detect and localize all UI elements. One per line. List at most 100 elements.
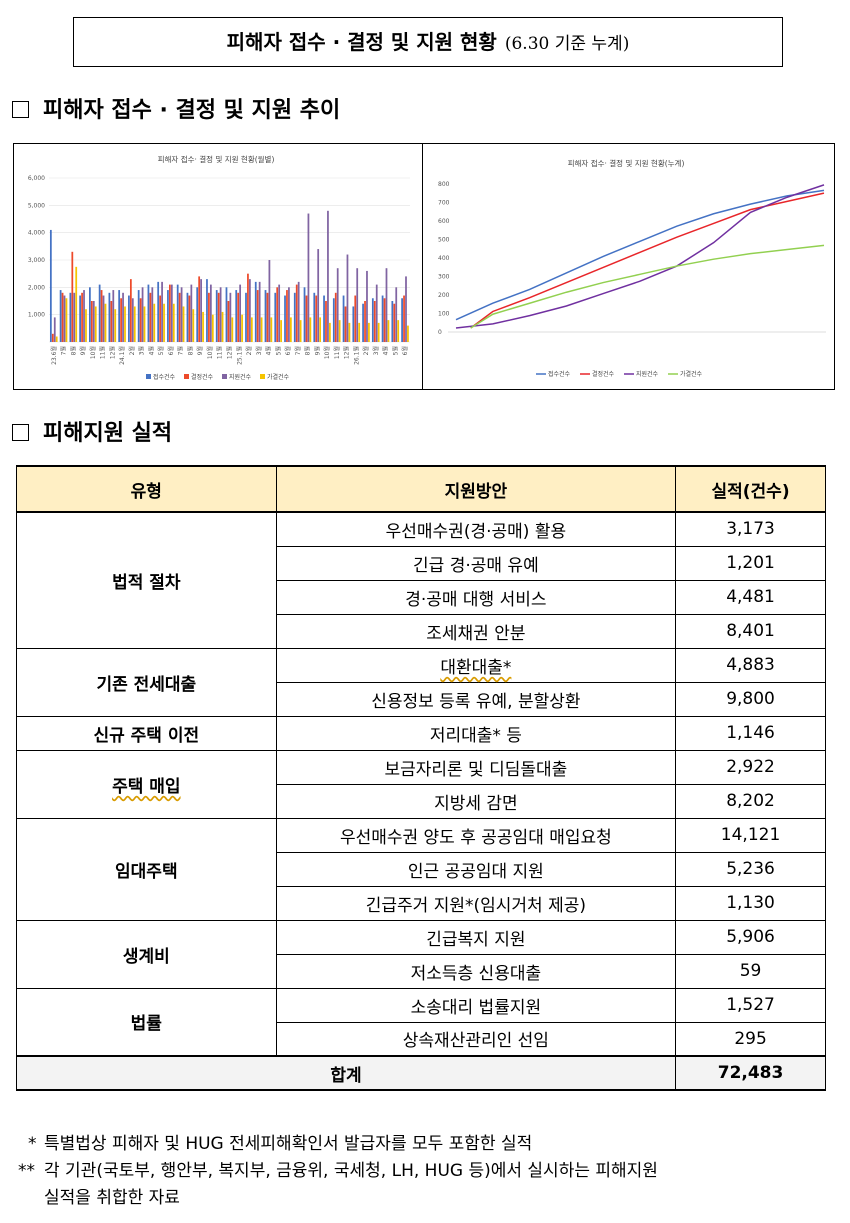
x-tick-label: 11월 [333, 346, 341, 359]
bar [297, 281, 300, 342]
plan-cell: 보금자리론 및 디딤돌대출 [275, 749, 677, 785]
category-cell: 기존 전세대출 [16, 647, 277, 717]
bar [268, 260, 271, 342]
plan-cell: 신용정보 등록 유예, 분할상환 [275, 681, 677, 717]
count-cell: 4,883 [675, 647, 826, 683]
chart-title: 피해자 접수· 결정 및 지원 현황(월별) [158, 154, 275, 164]
bar [100, 290, 103, 342]
legend-label: 가결건수 [267, 373, 290, 381]
footnote-2-cont: 실적을 취합한 자료 [18, 1185, 180, 1212]
count-cell: 1,146 [675, 715, 826, 751]
table-header-row: 유형 지원방안 실적(건수) [16, 465, 826, 513]
bar [289, 317, 292, 342]
bar [327, 210, 329, 342]
legend-swatch [260, 374, 265, 379]
footnote-text: 실적을 취합한 자료 [44, 1188, 180, 1208]
bar [313, 292, 316, 342]
series-line [455, 184, 825, 329]
bar [139, 298, 142, 342]
x-tick-label: 3월 [372, 346, 380, 355]
x-tick-label: 6월 [401, 346, 409, 355]
y-tick-label: 300 [438, 274, 450, 281]
bar [401, 298, 403, 342]
legend-swatch [146, 374, 151, 379]
bar [112, 290, 115, 342]
x-tick-label: 10월 [323, 346, 331, 359]
x-tick-label: 10월 [89, 346, 97, 359]
series-line [455, 189, 825, 321]
bar [280, 320, 282, 342]
bar [385, 268, 388, 342]
series-line [470, 244, 825, 329]
legend-label: 지원건수 [229, 373, 252, 381]
bar [239, 284, 242, 342]
footnote-text: 특별법상 피해자 및 HUG 전세피해확인서 발급자를 모두 포함한 실적 [44, 1134, 533, 1154]
header-plan: 지원방안 [275, 465, 677, 513]
bar [196, 287, 199, 342]
bar [157, 281, 160, 342]
x-tick-label: 4월 [265, 346, 273, 355]
series-line [470, 192, 825, 329]
bar [209, 284, 212, 342]
chart-divider [422, 144, 423, 389]
bar [241, 314, 243, 342]
plan-cell: 조세채권 안분 [275, 613, 677, 649]
y-tick-label: 5,000 [28, 202, 45, 209]
header-type: 유형 [16, 465, 277, 513]
bar [303, 287, 306, 342]
legend-label: 결정건수 [592, 370, 615, 378]
x-tick-label: 5월 [391, 346, 399, 355]
x-tick-label: 8월 [186, 346, 194, 355]
bar [264, 290, 267, 342]
x-tick-label: 2월 [245, 346, 253, 355]
table-row: 저소득층 신용대출 59 [17, 953, 826, 989]
bar [371, 298, 374, 342]
footnote-mark: * [28, 1134, 37, 1154]
footnote-1: * 특별법상 피해자 및 HUG 전세피해확인서 발급자를 모두 포함한 실적 [18, 1131, 532, 1158]
bar [172, 303, 175, 342]
bar [342, 295, 345, 342]
bar [153, 303, 156, 342]
x-tick-label: 12월 [226, 346, 234, 359]
footnote-mark: ** [18, 1161, 35, 1181]
count-cell: 5,236 [675, 851, 826, 887]
y-tick-label: 600 [438, 218, 450, 225]
plan-cell: 지방세 감면 [275, 783, 677, 819]
bar [405, 276, 407, 342]
bar [114, 309, 117, 342]
bar [49, 229, 52, 342]
bar [364, 301, 366, 342]
x-tick-label: 5월 [274, 346, 282, 355]
bar [362, 303, 364, 342]
bar [131, 298, 134, 342]
bar [377, 322, 380, 342]
bar [397, 320, 400, 342]
bar [79, 295, 82, 342]
bar [391, 301, 394, 342]
plan-cell: 긴급 경·공매 유예 [275, 545, 677, 581]
x-tick-label: 4월 [147, 346, 155, 355]
x-tick-label: 24.1월 [118, 346, 126, 365]
bar [250, 317, 253, 342]
bar [393, 303, 396, 342]
bar [92, 301, 95, 342]
bar [206, 279, 208, 342]
bar [71, 251, 74, 342]
y-tick-label: 100 [438, 311, 450, 318]
bar [338, 320, 341, 342]
bar [163, 303, 165, 342]
plan-cell: 인근 공공임대 지원 [275, 851, 677, 887]
count-cell: 4,481 [675, 579, 826, 615]
count-cell: 5,906 [675, 919, 826, 955]
legend-label: 지원건수 [636, 370, 659, 378]
bar [329, 322, 331, 342]
bar [352, 306, 355, 342]
bar [215, 290, 218, 342]
count-cell: 1,130 [675, 885, 826, 921]
support-results-table: 유형 지원방안 실적(건수) 법적 절차 우선매수권(경·공매) 활용 3,17… [15, 465, 826, 1091]
bar [75, 266, 78, 342]
bar [373, 301, 376, 342]
bar [73, 292, 76, 342]
y-tick-label: 700 [438, 200, 450, 207]
bar [293, 292, 296, 342]
